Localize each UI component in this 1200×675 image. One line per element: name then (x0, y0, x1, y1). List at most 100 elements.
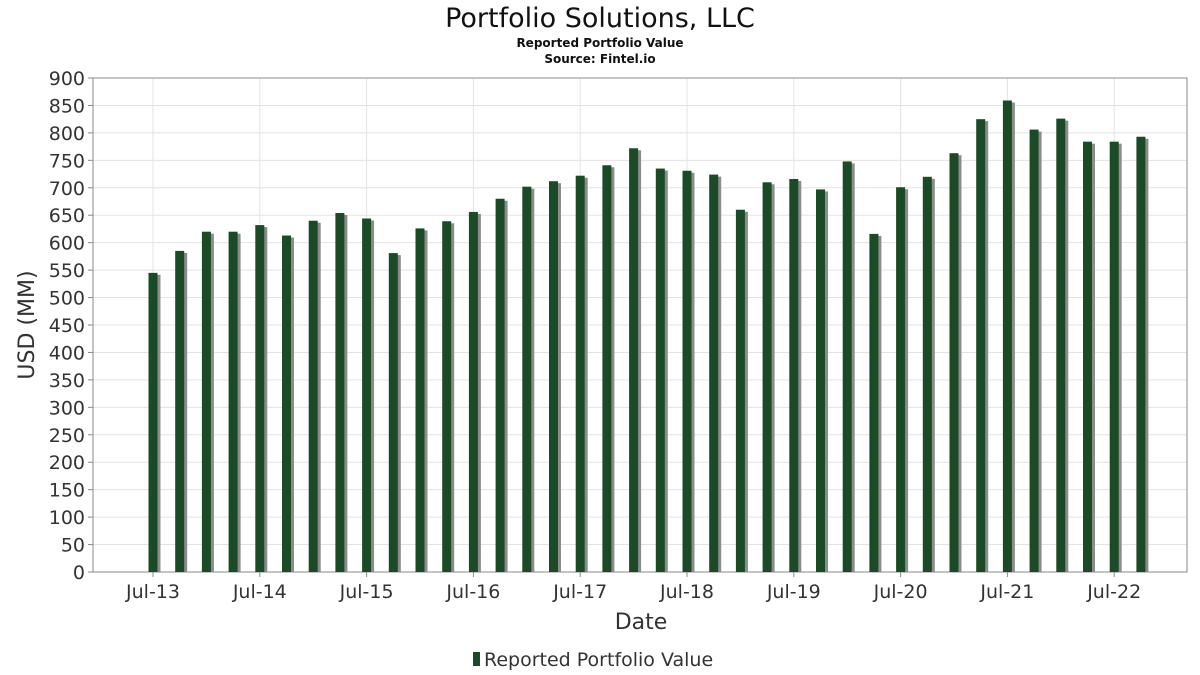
bar-fill (228, 231, 238, 572)
bar-fill (682, 170, 692, 573)
x-tick-label: Jul-15 (339, 581, 394, 603)
bar-fill (602, 165, 612, 573)
bar (522, 186, 535, 572)
bar (735, 209, 748, 572)
bar-fill (495, 198, 505, 572)
bar (175, 250, 188, 572)
bar-fill (335, 213, 345, 572)
bar (362, 218, 375, 572)
x-tick-label: Jul-13 (125, 581, 180, 603)
bar (442, 221, 455, 572)
bar (415, 228, 428, 572)
bar-fill (549, 181, 558, 573)
x-tick-label: Jul-18 (659, 581, 714, 603)
y-tick-label: 350 (49, 370, 85, 392)
y-tick-label: 800 (49, 123, 85, 145)
x-tick-label: Jul-14 (232, 581, 287, 603)
legend: Reported Portfolio Value (473, 649, 713, 671)
x-tick-label: Jul-20 (873, 581, 928, 603)
y-axis-label: USD (MM) (15, 270, 40, 379)
bar-fill (362, 218, 372, 572)
x-tick-label: Jul-22 (1086, 581, 1141, 603)
bar (976, 119, 989, 573)
bar-fill (842, 161, 852, 573)
bar-fill (789, 178, 799, 573)
x-tick-label: Jul-17 (552, 581, 607, 603)
bar (255, 225, 268, 572)
y-tick-label: 250 (49, 425, 85, 447)
bars (148, 100, 1149, 573)
bar (896, 187, 909, 572)
x-tick-label: Jul-19 (766, 581, 821, 603)
bar-fill (175, 250, 185, 572)
y-tick-label: 650 (49, 205, 85, 227)
bar-fill (1136, 136, 1146, 572)
chart-title: Portfolio Solutions, LLC (445, 3, 755, 34)
y-tick-label: 600 (49, 233, 85, 255)
bar (1029, 129, 1042, 572)
bar (1002, 100, 1015, 572)
bar (789, 178, 802, 573)
bar (949, 153, 962, 572)
bar-fill (922, 176, 932, 573)
bar-fill (575, 175, 585, 573)
y-tick-label: 550 (49, 260, 85, 282)
bar (575, 175, 588, 573)
y-tick-label: 850 (49, 95, 85, 117)
y-tick-label: 0 (73, 562, 85, 584)
bar-fill (896, 187, 906, 572)
chart-source: Source: Fintel.io (544, 52, 655, 66)
bar (682, 170, 695, 573)
bar (468, 211, 481, 572)
bar (869, 233, 882, 572)
bar (1109, 141, 1122, 572)
bar (842, 161, 855, 573)
y-tick-label: 150 (49, 480, 85, 502)
bar-fill (949, 153, 959, 572)
x-axis-label: Date (615, 610, 668, 635)
bar-fill (1083, 141, 1092, 572)
bar (148, 272, 161, 572)
bar (1136, 136, 1149, 572)
bar (816, 189, 828, 572)
bar-fill (148, 272, 158, 572)
bar (922, 176, 935, 573)
bar (762, 182, 775, 573)
legend-swatch (473, 652, 480, 666)
bar (201, 231, 214, 572)
chart-subtitle: Reported Portfolio Value (516, 36, 683, 50)
bar-fill (1056, 118, 1066, 573)
bar-fill (869, 233, 879, 572)
x-tick-label: Jul-16 (445, 581, 500, 603)
y-tick-label: 750 (49, 150, 85, 172)
y-tick-label: 300 (49, 397, 85, 419)
bar-fill (282, 235, 291, 572)
y-tick-label: 700 (49, 178, 85, 200)
bar-fill (762, 182, 772, 573)
bar-fill (816, 189, 825, 572)
bar (655, 168, 668, 573)
bar (1056, 118, 1069, 573)
y-tick-label: 200 (49, 452, 85, 474)
bar-fill (468, 211, 478, 572)
x-axis-ticks: Jul-13 Jul-14 Jul-15 Jul-16 Jul-17 Jul-18 Jul-… (125, 572, 1141, 603)
bar-fill (308, 220, 318, 572)
x-tick-label: Jul-21 (979, 581, 1034, 603)
bar-fill (1109, 141, 1119, 572)
bar-fill (655, 168, 665, 573)
bar-fill (976, 119, 986, 573)
y-axis-ticks: 0 50 100 150 200 250 300 350 400 450 500 550 600 650 7… (49, 68, 93, 584)
bar (282, 235, 294, 572)
bar (388, 253, 401, 572)
bar-fill (442, 221, 452, 572)
bar-fill (1002, 100, 1012, 572)
bar-fill (709, 174, 719, 573)
bar (709, 174, 722, 573)
bar-fill (201, 231, 211, 572)
bar (228, 231, 241, 572)
bar (335, 213, 348, 572)
bar-fill (522, 186, 532, 572)
y-tick-label: 900 (49, 68, 85, 90)
bar-fill (415, 228, 425, 572)
y-tick-label: 100 (49, 507, 85, 529)
